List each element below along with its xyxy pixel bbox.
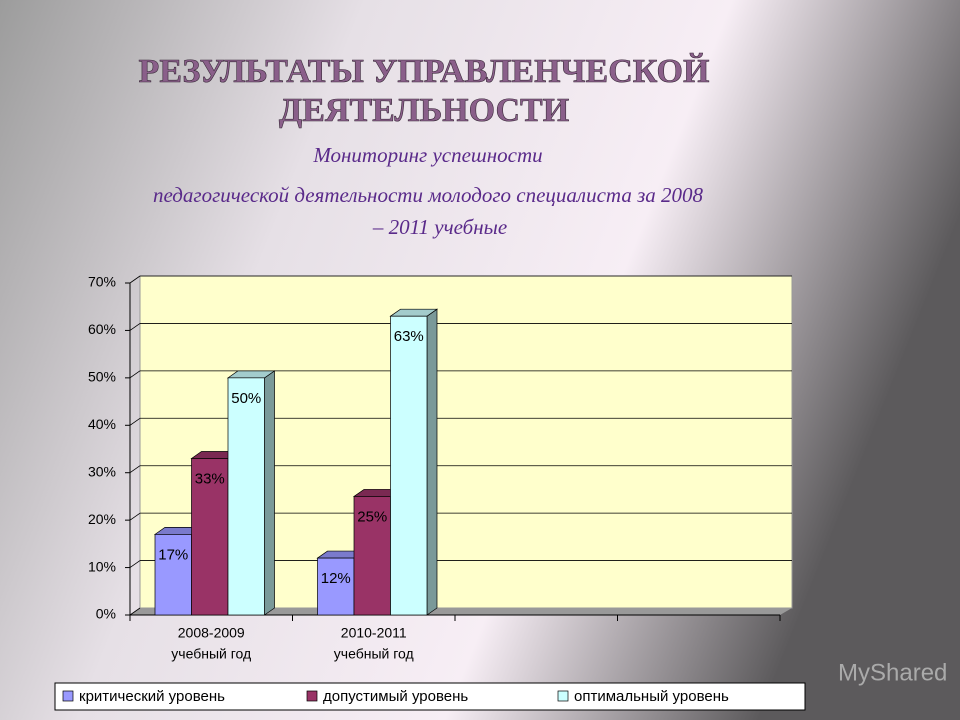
title: ДЕЯТЕЛЬНОСТИ (279, 92, 569, 129)
value-label: 33% (195, 470, 225, 487)
watermark: MyShared (838, 659, 947, 686)
wall-tick (129, 323, 141, 331)
bar (227, 377, 265, 616)
y-tick-label: 70% (88, 274, 116, 290)
wall-tick (129, 512, 141, 521)
bar-side (264, 370, 275, 616)
wall-tick (129, 417, 141, 426)
legend (54, 682, 806, 711)
subtitle: педагогической деятельности молодого спе… (153, 183, 704, 207)
bar (390, 315, 428, 616)
bar (317, 557, 355, 616)
wall-tick (129, 370, 141, 379)
value-label: 63% (394, 328, 424, 345)
x-tick-label: 2008-2009 (178, 625, 245, 641)
legend-label: оптимальный уровень (574, 688, 729, 705)
y-tick-label: 30% (88, 463, 116, 479)
x-tick-label: учебный год (171, 646, 251, 662)
wall-tick (129, 465, 141, 474)
legend-swatch (62, 690, 74, 702)
y-tick-label: 10% (88, 558, 116, 574)
subtitle: – 2011 учебные (372, 215, 507, 239)
legend-label: критический уровень (79, 688, 225, 705)
subtitle: Мониторинг успешности (312, 143, 542, 167)
legend-swatch (557, 690, 569, 702)
y-tick-label: 60% (88, 321, 116, 337)
wall-tick (129, 607, 141, 616)
y-tick-label: 50% (88, 369, 116, 385)
bar (353, 496, 391, 616)
value-label: 50% (231, 390, 261, 407)
bar (191, 458, 229, 616)
value-label: 17% (158, 546, 188, 563)
x-tick-label: учебный год (334, 646, 414, 662)
y-tick-label: 0% (96, 606, 116, 622)
value-label: 25% (357, 508, 387, 525)
title: РЕЗУЛЬТАТЫ УПРАВЛЕНЧЕСКОЙ (139, 53, 710, 90)
y-tick-label: 40% (88, 416, 116, 432)
y-tick-label: 20% (88, 511, 116, 527)
wall-tick (129, 275, 141, 284)
plot-floor (130, 608, 792, 615)
bar (154, 534, 192, 616)
bar-side (426, 308, 438, 616)
wall-tick (129, 560, 141, 568)
x-tick-label: 2010-2011 (341, 625, 407, 641)
value-label: 12% (321, 570, 351, 587)
legend-label: допустимый уровень (323, 688, 468, 705)
legend-swatch (306, 690, 318, 702)
